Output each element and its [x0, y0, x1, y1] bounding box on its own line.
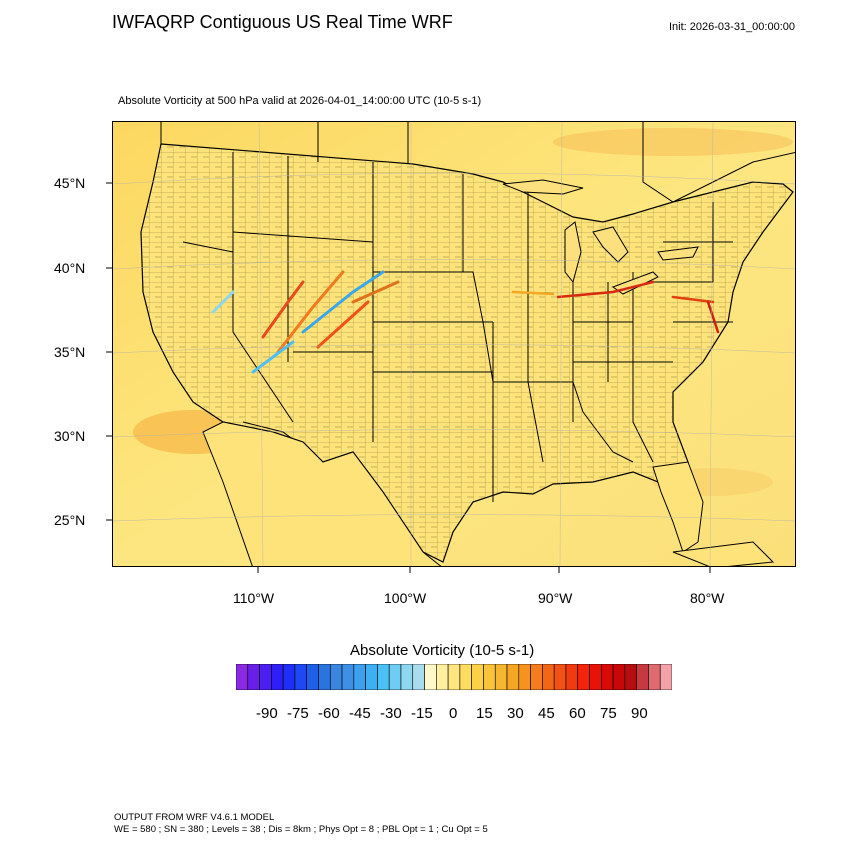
init-time-label: Init: 2026-03-31_00:00:00 [669, 21, 795, 33]
colorbar-swatch [365, 664, 378, 690]
colorbar-swatch [636, 664, 649, 690]
colorbar-swatch [236, 664, 249, 690]
colorbar-swatch [282, 664, 296, 690]
graticule [113, 122, 795, 566]
colorbar-swatch [377, 664, 390, 690]
colorbar-swatch [259, 664, 272, 690]
vorticity-map [112, 121, 796, 567]
lon-ticks [257, 567, 711, 573]
colorbar-swatch [506, 664, 520, 690]
lon-label-110w: 110°W [233, 590, 275, 606]
colorbar-swatch [271, 664, 284, 690]
state-boundaries [182, 152, 733, 502]
colorbar-swatch [600, 664, 614, 690]
colorbar-swatch [542, 664, 555, 690]
colorbar-swatch [388, 664, 402, 690]
colorbar-tick-label: -75 [287, 705, 309, 722]
map-canvas [113, 122, 795, 566]
colorbar-swatch [494, 664, 508, 690]
colorbar-swatch [624, 664, 637, 690]
colorbar-tick-label: 0 [449, 705, 458, 722]
colorbar-swatch [518, 664, 531, 690]
colorbar-swatch [648, 664, 661, 690]
colorbar-swatch [612, 664, 626, 690]
lat-label-35n: 35°N [54, 344, 86, 360]
vorticity-streaks [211, 270, 400, 374]
lon-label-90w: 90°W [538, 590, 573, 606]
vorticity-band-canada [553, 128, 793, 156]
colorbar-swatch [589, 664, 602, 690]
colorbar-tick-label: -15 [411, 705, 433, 722]
lat-label-30n: 30°N [54, 428, 86, 444]
colorbar-swatch [659, 664, 672, 690]
lon-label-100w: 100°W [384, 590, 427, 606]
colorbar-swatch [329, 664, 343, 690]
colorbar-title: Absolute Vorticity (10-5 s-1) [350, 642, 535, 659]
colorbar-swatch [459, 664, 472, 690]
colorbar-tick-label: 90 [631, 705, 648, 722]
colorbar-tick-label: 15 [476, 705, 493, 722]
international-borders [160, 122, 795, 463]
colorbar-swatch [353, 664, 366, 690]
county-boundaries [141, 144, 793, 562]
colorbar-swatch [565, 664, 579, 690]
colorbar-tick-label: -30 [380, 705, 402, 722]
lat-ticks [106, 182, 112, 521]
colorbar-swatch [436, 664, 449, 690]
colorbar-swatch [471, 664, 484, 690]
colorbar-swatch [341, 664, 355, 690]
colorbar-tick-label: 60 [569, 705, 586, 722]
colorbar-tick-label: -45 [349, 705, 371, 722]
colorbar [236, 664, 672, 690]
colorbar-swatch [483, 664, 496, 690]
colorbar-swatch [447, 664, 461, 690]
lon-label-80w: 80°W [690, 590, 725, 606]
colorbar-swatch [400, 664, 414, 690]
colorbar-swatch [530, 664, 543, 690]
cuba-island [672, 541, 775, 566]
colorbar-tick-label: 30 [507, 705, 524, 722]
colorbar-swatch [318, 664, 331, 690]
footer-config-line: WE = 580 ; SN = 380 ; Levels = 38 ; Dis … [114, 824, 488, 835]
colorbar-tick-label: 45 [538, 705, 555, 722]
florida-peninsula [652, 461, 704, 553]
main-title: IWFAQRP Contiguous US Real Time WRF [112, 12, 453, 32]
colorbar-tick-label: 75 [600, 705, 617, 722]
lat-label-40n: 40°N [54, 260, 86, 276]
vorticity-streaks-east [511, 280, 720, 334]
lat-label-45n: 45°N [54, 175, 86, 191]
mexico-land [202, 421, 442, 566]
footer-model-line: OUTPUT FROM WRF V4.6.1 MODEL [114, 812, 275, 823]
colorbar-swatch [306, 664, 319, 690]
map-subtitle: Absolute Vorticity at 500 hPa valid at 2… [118, 95, 482, 107]
colorbar-swatch [247, 664, 260, 690]
colorbar-swatch [553, 664, 567, 690]
colorbar-swatch [424, 664, 437, 690]
great-lakes [502, 179, 699, 295]
colorbar-tick-label: -90 [256, 705, 278, 722]
colorbar-swatch [577, 664, 590, 690]
colorbar-swatch [294, 664, 307, 690]
colorbar-swatch [412, 664, 425, 690]
lat-label-25n: 25°N [54, 512, 86, 528]
colorbar-tick-label: -60 [318, 705, 340, 722]
